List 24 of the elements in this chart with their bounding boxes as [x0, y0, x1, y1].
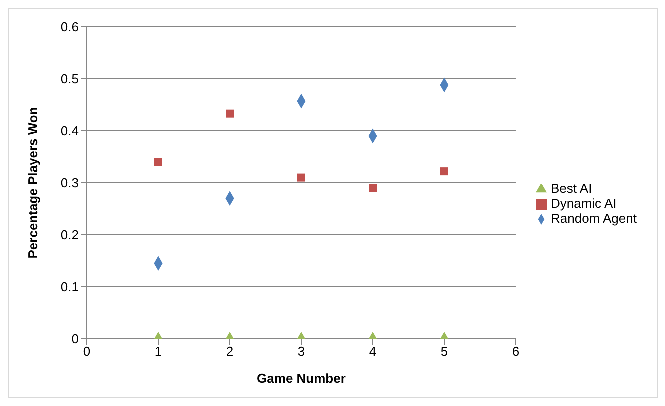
point	[440, 168, 448, 176]
point	[297, 174, 306, 182]
legend-label: Random Agent	[550, 210, 637, 226]
x-tick-label: 4	[369, 344, 377, 360]
x-tick-label: 5	[440, 344, 448, 360]
x-tick-label: 3	[298, 344, 306, 360]
legend-label: Best AI	[550, 180, 592, 196]
y-tick-label: 0.2	[60, 228, 79, 243]
x-tick-label: 6	[512, 344, 520, 360]
y-tick-label: 0.5	[60, 72, 79, 87]
x-tick-label: 1	[154, 344, 162, 360]
point	[226, 110, 234, 118]
y-axis-title: Percentage Players Won	[26, 107, 41, 259]
y-tick-label: 0.3	[60, 176, 79, 191]
x-tick-label: 0	[83, 344, 91, 360]
point	[154, 158, 162, 166]
legend-label: Dynamic AI	[550, 196, 617, 210]
point	[368, 184, 377, 192]
y-tick-label: 0.6	[60, 20, 79, 35]
y-tick-label: 0	[72, 332, 79, 347]
x-axis-title: Game Number	[257, 371, 346, 386]
y-tick-label: 0.1	[60, 280, 79, 295]
y-tick-label: 0.4	[60, 124, 79, 139]
x-tick-label: 2	[226, 344, 234, 360]
